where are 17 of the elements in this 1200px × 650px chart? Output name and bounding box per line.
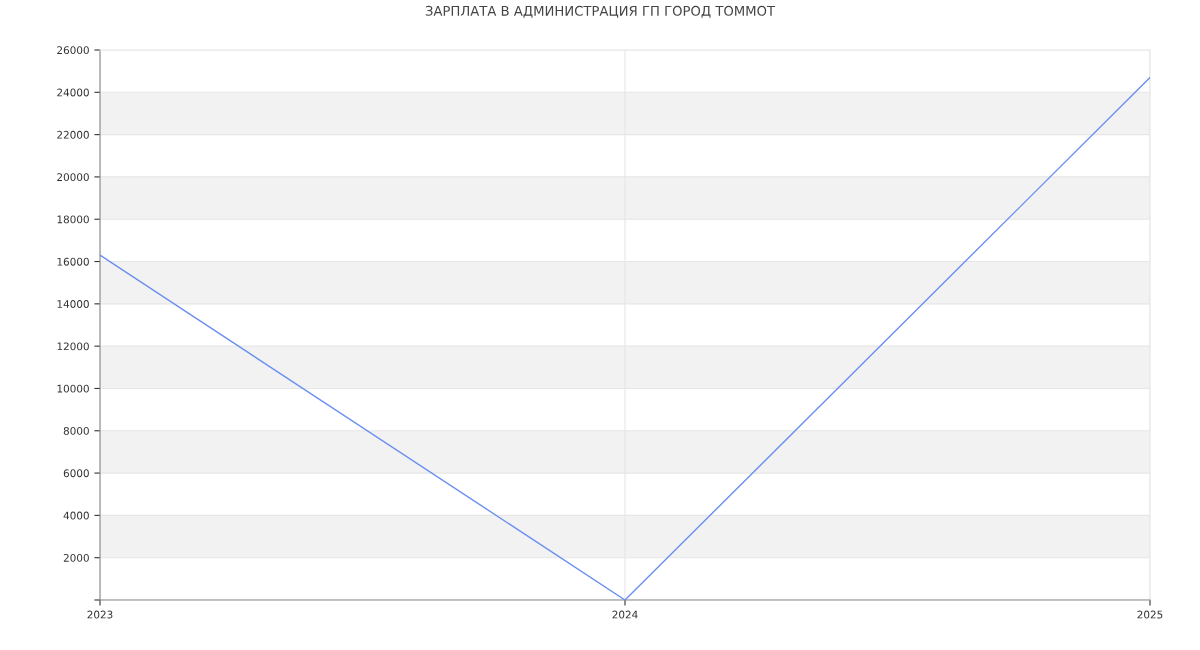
y-tick-label: 22000 [57,130,89,139]
chart-title: ЗАРПЛАТА В АДМИНИСТРАЦИЯ ГП ГОРОД ТОММОТ [425,5,776,18]
x-tick-label: 2024 [612,610,638,619]
x-tick-label: 2023 [87,610,113,619]
y-tick-label: 26000 [57,46,89,55]
y-tick-label: 14000 [57,300,89,308]
y-tick-label: 12000 [57,342,89,351]
y-tick-label: 18000 [57,215,89,224]
y-tick-label: 8000 [63,427,89,435]
y-tick-label: 2000 [63,553,89,562]
y-tick-label: 24000 [57,88,89,97]
y-tick-label: 16000 [57,257,89,266]
y-tick-label: 20000 [57,173,89,182]
y-tick-label: 6000 [63,469,89,478]
y-tick-label: 4000 [63,511,89,520]
y-tick-label: 10000 [57,384,89,393]
x-tick-label: 2025 [1137,610,1163,619]
